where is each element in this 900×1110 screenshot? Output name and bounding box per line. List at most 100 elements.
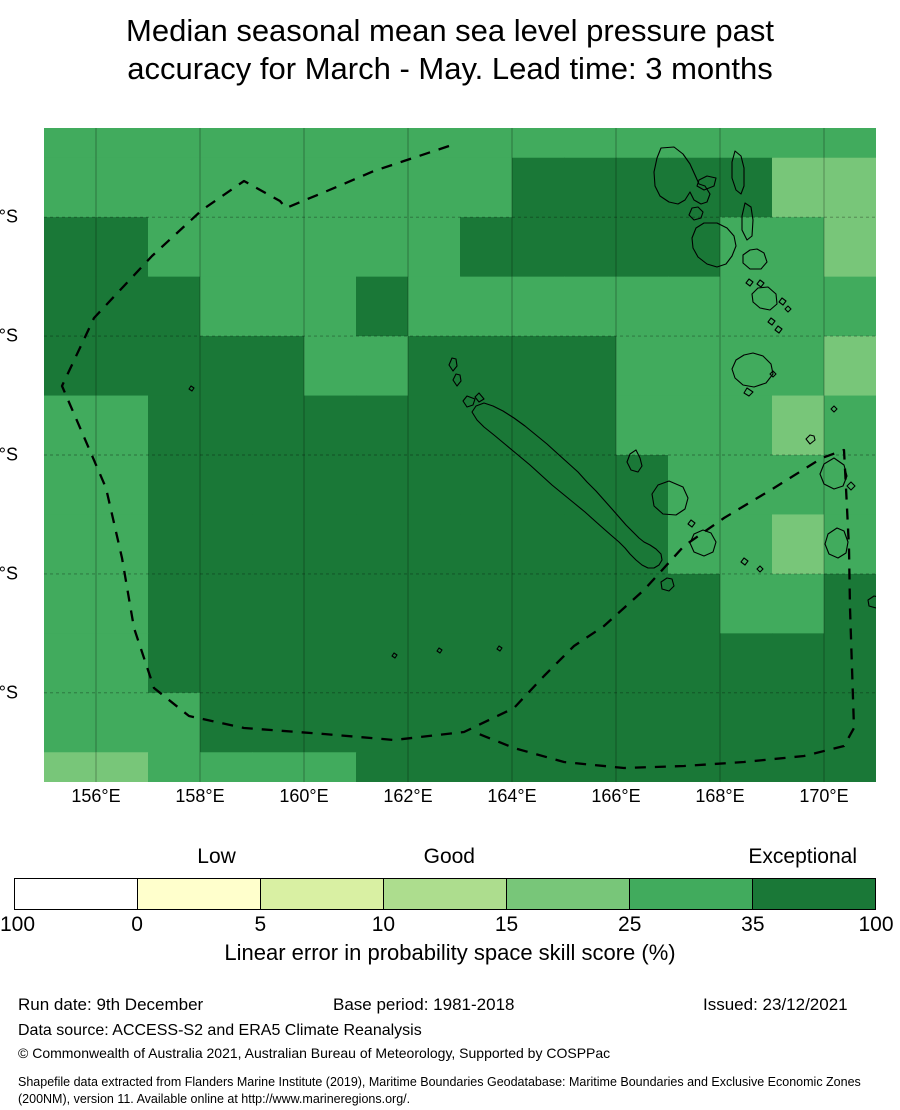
colorbar-category-label: Exceptional: [748, 845, 858, 868]
colorbar-section: Low Good Exceptional -100 0 5 10 15 25 35 100: [0, 845, 900, 940]
heatmap-cell: [148, 395, 201, 456]
heatmap-cell: [44, 692, 97, 753]
heatmap-cell: [824, 692, 876, 753]
map-plot-area: [44, 128, 876, 782]
heatmap-cell: [44, 633, 97, 694]
heatmap-cell: [564, 752, 617, 782]
heatmap-cell: [668, 455, 721, 516]
heatmap-cell: [148, 514, 201, 575]
colorbar-tick-label: 0: [131, 913, 143, 936]
heatmap-cell: [824, 455, 876, 516]
heatmap-cell: [460, 157, 513, 218]
heatmap-cell: [252, 752, 305, 782]
map-gridlines-layer: [44, 128, 876, 782]
heatmap-cell: [616, 217, 669, 278]
heatmap-cell: [44, 157, 97, 218]
heatmap-cell: [824, 752, 876, 782]
heatmap-cell: [616, 336, 669, 397]
x-axis-tick-label: 156°E: [71, 786, 121, 806]
heatmap-cell: [824, 157, 876, 218]
heatmap-cell: [44, 455, 97, 516]
heatmap-cell: [824, 573, 876, 634]
heatmap-cell: [772, 514, 825, 575]
colorbar-segment: [630, 879, 753, 909]
heatmap-cell: [96, 633, 149, 694]
heatmap-cell: [616, 276, 669, 337]
heatmap-cell: [408, 395, 461, 456]
colorbar-category-label: Low: [197, 845, 236, 868]
heatmap-cell: [564, 217, 617, 278]
colorbar-category-label: Good: [423, 845, 475, 868]
heatmap-cell: [96, 455, 149, 516]
heatmap-cell: [148, 217, 201, 278]
heatmap-cell: [44, 276, 97, 337]
colorbar-tick-label: -100: [0, 913, 36, 936]
heatmap-cell: [460, 455, 513, 516]
colorbar-axis-label: Linear error in probability space skill …: [224, 940, 676, 965]
heatmap-cell: [460, 276, 513, 337]
heatmap-cell: [668, 217, 721, 278]
heatmap-cell: [200, 395, 253, 456]
heatmap-cell: [772, 157, 825, 218]
heatmap-cell: [720, 276, 773, 337]
heatmap-cell: [772, 276, 825, 337]
heatmap-cell: [564, 633, 617, 694]
heatmap-cell: [564, 157, 617, 218]
heatmap-cell: [252, 217, 305, 278]
x-axis-tick-label: 160°E: [279, 786, 329, 806]
heatmap-cell: [200, 455, 253, 516]
heatmap-cell: [772, 573, 825, 634]
colorbar-segment: [753, 879, 875, 909]
heatmap-cell: [408, 217, 461, 278]
heatmap-cell: [304, 157, 357, 218]
heatmap-cell: [200, 633, 253, 694]
heatmap-cell: [96, 336, 149, 397]
heatmap-cell: [512, 752, 565, 782]
heatmap-cell: [720, 157, 773, 218]
heatmap-cell: [512, 157, 565, 218]
heatmap-cell: [148, 276, 201, 337]
heatmap-cell: [356, 633, 409, 694]
heatmap-cell: [304, 633, 357, 694]
heatmap-cell: [408, 633, 461, 694]
heatmap-cell: [460, 217, 513, 278]
heatmap-cell: [564, 336, 617, 397]
colorbar-tick-label: 5: [254, 913, 267, 936]
heatmap-cell: [148, 157, 201, 218]
heatmap-cell: [356, 514, 409, 575]
heatmap-cell: [772, 336, 825, 397]
heatmap-cell: [252, 157, 305, 218]
footer-copyright: © Commonwealth of Australia 2021, Austra…: [18, 1045, 611, 1061]
heatmap-cell: [668, 336, 721, 397]
heatmap-cell: [200, 514, 253, 575]
heatmap-cell: [252, 395, 305, 456]
heatmap-cell: [460, 633, 513, 694]
y-axis-tick-label: 20°S: [0, 444, 18, 465]
heatmap-cell: [96, 514, 149, 575]
heatmap-cell: [824, 276, 876, 337]
heatmap-cell: [252, 633, 305, 694]
heatmap-cell: [720, 395, 773, 456]
heatmap-cell: [616, 573, 669, 634]
footer-run-date: Run date: 9th December: [18, 995, 204, 1014]
y-axis-tick-label: 24°S: [0, 682, 18, 703]
heatmap-cell: [772, 217, 825, 278]
heatmap-cell: [512, 455, 565, 516]
x-axis-tick-label: 170°E: [799, 786, 849, 806]
heatmap-cell: [96, 157, 149, 218]
heatmap-cell: [356, 752, 409, 782]
heatmap-cell: [824, 514, 876, 575]
heatmap-cell: [616, 692, 669, 753]
heatmap-cell: [772, 395, 825, 456]
heatmap-cell: [460, 514, 513, 575]
colorbar-segment: [261, 879, 384, 909]
footer-issued-date: Issued: 23/12/2021: [703, 995, 848, 1014]
footer-data-source: Data source: ACCESS-S2 and ERA5 Climate …: [18, 1022, 422, 1039]
footer-base-period: Base period: 1981-2018: [333, 995, 515, 1014]
heatmap-cell: [356, 395, 409, 456]
heatmap-cell: [252, 692, 305, 753]
colorbar-tick-label: 35: [741, 913, 765, 936]
heatmap-cell: [824, 633, 876, 694]
heatmap-cell: [252, 455, 305, 516]
heatmap-cell: [668, 692, 721, 753]
